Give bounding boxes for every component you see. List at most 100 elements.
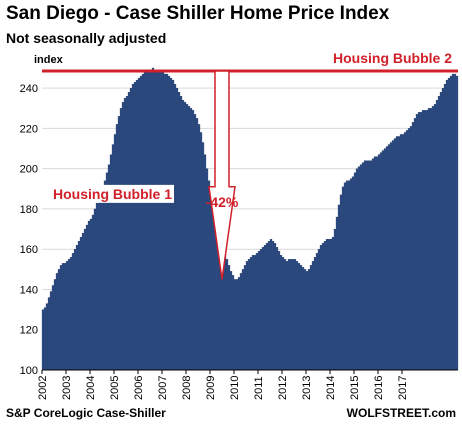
- bar: [67, 259, 71, 371]
- bar: [239, 273, 243, 371]
- bar: [407, 128, 411, 371]
- bar: [333, 228, 337, 371]
- bar: [453, 73, 457, 371]
- bar: [45, 303, 49, 371]
- bar: [271, 241, 275, 371]
- bar: [259, 249, 263, 371]
- bar: [373, 156, 377, 371]
- bar: [343, 182, 347, 371]
- bar: [237, 277, 241, 371]
- bar: [137, 77, 141, 371]
- y-tick-labels: 100 120 140 160 180 200 220 240: [20, 83, 38, 377]
- bar: [323, 241, 327, 371]
- bar: [363, 160, 367, 371]
- bar: [325, 239, 329, 371]
- bar: [351, 176, 355, 371]
- bar: [75, 245, 79, 371]
- bar: [185, 104, 189, 371]
- bar: [369, 160, 373, 371]
- bar: [159, 71, 163, 371]
- bar: [341, 186, 345, 371]
- bar: [155, 69, 159, 371]
- bar: [91, 214, 95, 371]
- bar: [393, 138, 397, 371]
- x-tick-label: 2013: [301, 376, 313, 400]
- bar: [331, 236, 335, 371]
- bar: [405, 130, 409, 371]
- bar: [117, 116, 121, 371]
- bar: [329, 239, 333, 371]
- bar: [263, 245, 267, 371]
- bar: [389, 142, 393, 371]
- bar: [289, 259, 293, 371]
- bar: [93, 208, 97, 371]
- bar: [327, 239, 331, 371]
- bar: [167, 75, 171, 371]
- bar: [447, 77, 451, 371]
- bar: [267, 241, 271, 371]
- bar: [141, 73, 145, 371]
- bar: [345, 180, 349, 371]
- bar: [255, 253, 259, 371]
- bar: [49, 291, 53, 371]
- bar: [57, 269, 61, 371]
- bar: [129, 88, 133, 371]
- bar: [409, 126, 413, 371]
- bar: [429, 108, 433, 371]
- bar: [149, 69, 153, 371]
- x-tick-label: 2002: [37, 376, 49, 400]
- bar: [305, 271, 309, 371]
- bar: [309, 265, 313, 371]
- bar: [367, 160, 371, 371]
- bar: [157, 71, 161, 371]
- bar: [179, 96, 183, 371]
- bar: [225, 259, 229, 371]
- bar: [123, 98, 127, 371]
- bar: [65, 261, 69, 371]
- bar: [423, 110, 427, 371]
- bars: [41, 67, 459, 371]
- y-tick-label: 240: [20, 83, 38, 95]
- bar: [193, 114, 197, 371]
- bar: [227, 265, 231, 371]
- bar: [125, 96, 129, 371]
- y-tick-label: 140: [20, 284, 38, 296]
- y-tick-label: 120: [20, 325, 38, 337]
- bar: [161, 71, 165, 371]
- bar: [441, 88, 445, 371]
- bar: [59, 265, 63, 371]
- bar: [111, 144, 115, 371]
- bar: [313, 257, 317, 371]
- bubble1-label: Housing Bubble 1: [53, 186, 172, 202]
- bar: [113, 134, 117, 371]
- bar: [139, 75, 143, 371]
- bar: [133, 81, 137, 371]
- bar: [431, 106, 435, 371]
- bar: [411, 122, 415, 371]
- bar: [235, 279, 239, 371]
- bar: [183, 102, 187, 371]
- bar: [177, 92, 181, 371]
- bar: [297, 263, 301, 371]
- chart-title: San Diego - Case Shiller Home Price Inde…: [6, 3, 390, 24]
- bubble2-label: Housing Bubble 2: [333, 50, 452, 66]
- bar: [63, 263, 67, 371]
- bar: [307, 269, 311, 371]
- bar: [357, 166, 361, 371]
- bar: [87, 220, 91, 371]
- bar: [95, 202, 99, 371]
- bar: [199, 132, 203, 371]
- bar: [339, 194, 343, 371]
- bar: [301, 267, 305, 371]
- bar: [201, 142, 205, 371]
- bar: [427, 108, 431, 371]
- bar: [241, 269, 245, 371]
- bar: [365, 160, 369, 371]
- bar: [135, 79, 139, 371]
- bar: [97, 198, 101, 371]
- y-axis-label: index: [34, 54, 64, 66]
- bar: [401, 134, 405, 371]
- x-tick-labels: 2002 2003 2004 2005 2006 2007 2008 2009 2010 2011…: [37, 370, 409, 400]
- bar: [79, 236, 83, 371]
- bar: [315, 253, 319, 371]
